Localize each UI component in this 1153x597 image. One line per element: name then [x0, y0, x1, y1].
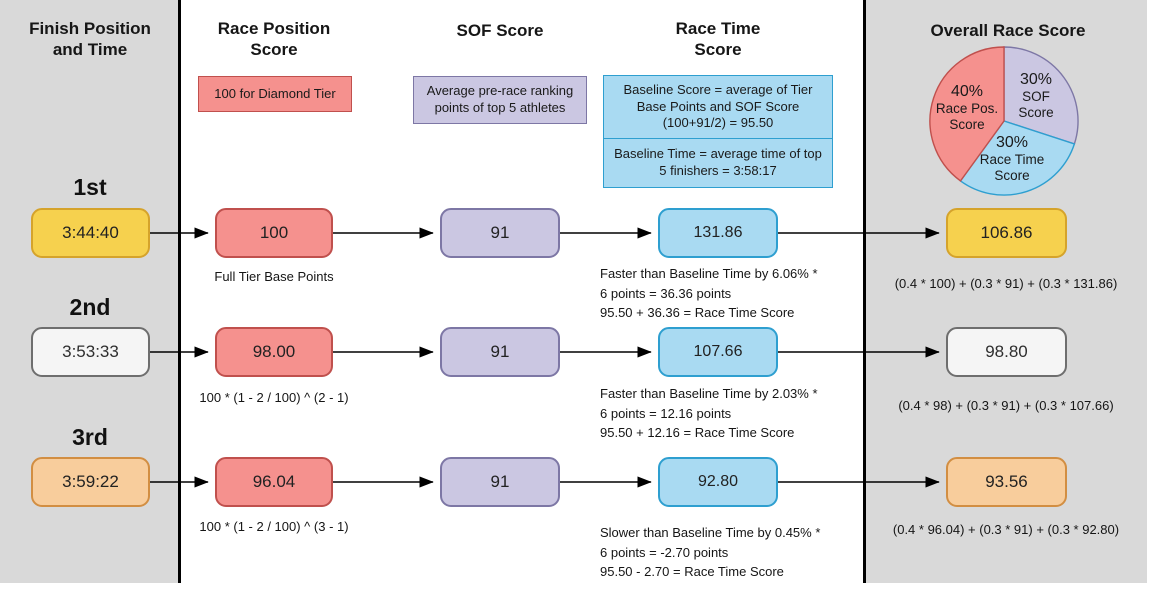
- race-time-note-line: 6 points = 36.36 points: [600, 285, 732, 301]
- race-time-score-box-3rd: 92.80: [658, 457, 778, 507]
- race-time-note-line: 6 points = -2.70 points: [600, 544, 729, 560]
- header-finish-position: Finish Position and Time: [29, 19, 151, 60]
- race-time-note-3rd: Slower than Baseline Time by 0.45% * 6 p…: [600, 523, 820, 582]
- race-position-score-box-1st: 100: [215, 208, 333, 258]
- overall-formula-1st: (0.4 * 100) + (0.3 * 91) + (0.3 * 131.86…: [894, 276, 1118, 291]
- pie-slice-race-time: [959, 120, 1076, 196]
- race-position-note-2nd: 100 * (1 - 2 / 100) ^ (2 - 1): [199, 390, 349, 405]
- pie-label-race-position: 40% Race Pos. Score: [936, 83, 998, 132]
- finish-time-box-3rd: 3:59:22: [31, 457, 150, 507]
- race-time-note-2nd: Faster than Baseline Time by 2.03% * 6 p…: [600, 384, 818, 443]
- header-overall-race-score: Overall Race Score: [930, 21, 1086, 40]
- baseline-time-note: Baseline Time = average time of top 5 fi…: [614, 146, 822, 178]
- race-time-explainer-box: Baseline Score = average of Tier Base Po…: [603, 75, 833, 188]
- pie-pct-race-time: 30%: [995, 134, 1029, 151]
- header-sof-score: SOF Score: [456, 21, 544, 40]
- race-time-note-1st: Faster than Baseline Time by 6.06% * 6 p…: [600, 264, 818, 323]
- race-time-note-line: 95.50 + 12.16 = Race Time Score: [600, 425, 795, 440]
- race-time-score-box-1st: 131.86: [658, 208, 778, 258]
- race-time-note-line: Slower than Baseline Time by 0.45% *: [600, 525, 821, 540]
- overall-formula-3rd: (0.4 * 96.04) + (0.3 * 91) + (0.3 * 92.8…: [892, 522, 1120, 537]
- finish-time-box-2nd: 3:53:33: [31, 327, 150, 377]
- pie-name-race-time: Race Time Score: [979, 152, 1045, 183]
- pie-slice-race-position: [929, 46, 1005, 182]
- header-race-position-score: Race Position Score: [217, 19, 331, 60]
- race-time-note-line: 6 points = 12.16 points: [600, 405, 732, 421]
- sof-score-box-3rd: 91: [440, 457, 560, 507]
- race-time-note-line: 95.50 + 36.36 = Race Time Score: [600, 305, 795, 320]
- pie-slice-sof: [1003, 46, 1079, 145]
- sof-score-box-2nd: 91: [440, 327, 560, 377]
- pie-label-race-time: 30% Race Time Score: [980, 134, 1045, 183]
- overall-score-box-3rd: 93.56: [946, 457, 1067, 507]
- race-time-note-line: 95.50 - 2.70 = Race Time Score: [600, 564, 784, 579]
- race-position-score-box-3rd: 96.04: [215, 457, 333, 507]
- sof-score-box-1st: 91: [440, 208, 560, 258]
- position-label-1st: 1st: [73, 174, 107, 200]
- pie-name-race-position: Race Pos. Score: [935, 101, 999, 132]
- overall-score-box-1st: 106.86: [946, 208, 1067, 258]
- pie-name-sof: SOF Score: [1018, 89, 1054, 120]
- race-position-explainer-box: 100 for Diamond Tier: [198, 76, 352, 112]
- pie-pct-sof: 30%: [1019, 71, 1053, 88]
- sof-explainer-box: Average pre-race ranking points of top 5…: [413, 76, 587, 124]
- baseline-score-note: Baseline Score = average of Tier Base Po…: [604, 76, 832, 139]
- overall-score-box-2nd: 98.80: [946, 327, 1067, 377]
- race-position-note-1st: Full Tier Base Points: [214, 269, 334, 284]
- position-label-2nd: 2nd: [69, 294, 111, 320]
- race-time-score-box-2nd: 107.66: [658, 327, 778, 377]
- right-divider-line: [863, 0, 866, 583]
- overall-formula-2nd: (0.4 * 98) + (0.3 * 91) + (0.3 * 107.66): [898, 398, 1114, 413]
- race-time-note-line: Faster than Baseline Time by 6.06% *: [600, 266, 818, 281]
- race-position-score-box-2nd: 98.00: [215, 327, 333, 377]
- position-label-3rd: 3rd: [72, 424, 108, 450]
- header-race-time-score: Race Time Score: [675, 19, 761, 60]
- pie-pct-race-position: 40%: [950, 83, 984, 100]
- finish-time-box-1st: 3:44:40: [31, 208, 150, 258]
- race-position-note-3rd: 100 * (1 - 2 / 100) ^ (3 - 1): [199, 519, 349, 534]
- overall-weight-pie-chart: [929, 46, 1079, 196]
- left-divider-line: [178, 0, 181, 583]
- race-time-note-line: Faster than Baseline Time by 2.03% *: [600, 386, 818, 401]
- pie-label-sof: 30% SOF Score: [1018, 71, 1053, 120]
